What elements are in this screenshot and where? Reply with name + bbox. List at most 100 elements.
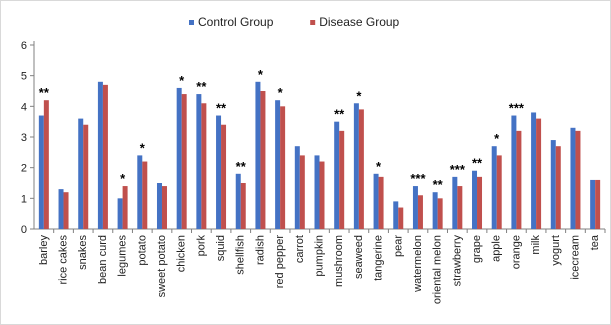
x-tick-label: icecream — [569, 235, 581, 280]
x-tick-label: oriental melon — [432, 235, 444, 304]
bar-disease — [339, 130, 345, 229]
x-tick-label: squid — [215, 235, 227, 261]
significance-label: ** — [334, 107, 345, 122]
bar-disease — [221, 124, 227, 229]
x-tick-label: pork — [195, 235, 207, 257]
significance-label: ** — [472, 156, 483, 171]
bar-control — [314, 155, 320, 229]
bar-control — [255, 81, 261, 229]
significance-label: * — [494, 131, 500, 146]
bar-control — [117, 198, 123, 229]
bar-disease — [63, 192, 69, 229]
significance-label: *** — [450, 162, 466, 177]
bar-control — [216, 115, 222, 229]
y-tick-label: 3 — [21, 132, 27, 144]
significance-label: * — [140, 140, 146, 155]
x-tick-label: seaweed — [353, 235, 365, 279]
bar-disease — [555, 146, 561, 229]
bar-disease — [457, 186, 463, 229]
bar-control — [275, 100, 281, 229]
x-tick-label: mushroom — [333, 235, 345, 287]
x-tick-label: milk — [530, 235, 542, 255]
bar-disease — [181, 94, 187, 229]
y-tick-label: 4 — [21, 101, 27, 113]
bar-control — [531, 112, 537, 229]
bar-control — [491, 146, 497, 229]
x-tick-label: carrot — [294, 235, 306, 263]
x-tick-label: strawberry — [451, 235, 463, 287]
x-tick-label: watermelon — [412, 235, 424, 293]
bar-disease — [575, 130, 581, 229]
y-tick-label: 2 — [21, 163, 27, 175]
bar-disease — [43, 100, 49, 229]
bar-disease — [299, 155, 305, 229]
bar-control — [511, 115, 517, 229]
x-tick-label: tangerine — [373, 235, 385, 281]
bar-control — [393, 201, 399, 229]
y-tick-label: 1 — [21, 193, 27, 205]
x-tick-label: yogurt — [550, 235, 562, 266]
y-tick-label: 0 — [21, 224, 27, 236]
bar-disease — [595, 179, 601, 229]
significance-label: ** — [433, 177, 444, 192]
bar-control — [97, 81, 103, 229]
bar-disease — [536, 118, 542, 229]
bar-disease — [319, 161, 325, 229]
legend-swatch — [310, 20, 316, 25]
bar-control — [156, 183, 162, 229]
bar-disease — [477, 176, 483, 229]
x-tick-label: shellfish — [235, 235, 247, 275]
significance-label: ** — [216, 101, 227, 116]
x-tick-label: radish — [254, 235, 266, 265]
significance-label: * — [376, 159, 382, 174]
bar-control — [38, 115, 44, 229]
bar-control — [472, 170, 478, 229]
bar-control — [550, 140, 556, 229]
bar-control — [373, 173, 379, 229]
bar-disease — [516, 130, 522, 229]
significance-label: *** — [509, 101, 525, 116]
legend-label: Control Group — [198, 15, 274, 29]
bar-control — [570, 127, 576, 229]
x-tick-label: orange — [510, 235, 522, 269]
x-tick-label: legumes — [117, 235, 129, 277]
bar-disease — [496, 155, 502, 229]
significance-label: *** — [410, 171, 426, 186]
x-tick-label: chicken — [176, 235, 188, 272]
bar-control — [176, 87, 182, 229]
bar-disease — [122, 186, 128, 229]
x-tick-label: rice cakes — [58, 235, 70, 285]
significance-label: ** — [39, 85, 50, 100]
bar-control — [334, 121, 340, 229]
significance-label: ** — [236, 159, 247, 174]
x-tick-label: sweet potato — [156, 235, 168, 297]
x-tick-label: barley — [38, 235, 50, 265]
bar-disease — [260, 91, 266, 229]
x-tick-label: pear — [392, 235, 404, 257]
bar-control — [452, 176, 458, 229]
legend-swatch — [189, 20, 194, 25]
x-tick-label: snakes — [77, 235, 89, 270]
bar-disease — [437, 198, 443, 229]
bar-disease — [378, 176, 384, 229]
bar-control — [78, 118, 84, 229]
x-tick-label: tea — [589, 234, 601, 250]
significance-label: * — [179, 73, 185, 88]
bar-disease — [142, 161, 148, 229]
significance-label: ** — [196, 79, 207, 94]
x-tick-label: red pepper — [274, 235, 286, 289]
x-tick-label: pumpkin — [314, 235, 326, 277]
bar-disease — [102, 84, 108, 229]
significance-label: * — [356, 88, 362, 103]
bar-control — [590, 179, 596, 229]
bar-control — [196, 94, 202, 229]
bar-control — [235, 173, 241, 229]
significance-label: * — [258, 67, 264, 82]
bar-control — [294, 146, 300, 229]
bar-control — [58, 189, 64, 229]
bar-control — [412, 186, 418, 229]
x-tick-label: apple — [491, 235, 503, 262]
bar-disease — [240, 183, 246, 229]
